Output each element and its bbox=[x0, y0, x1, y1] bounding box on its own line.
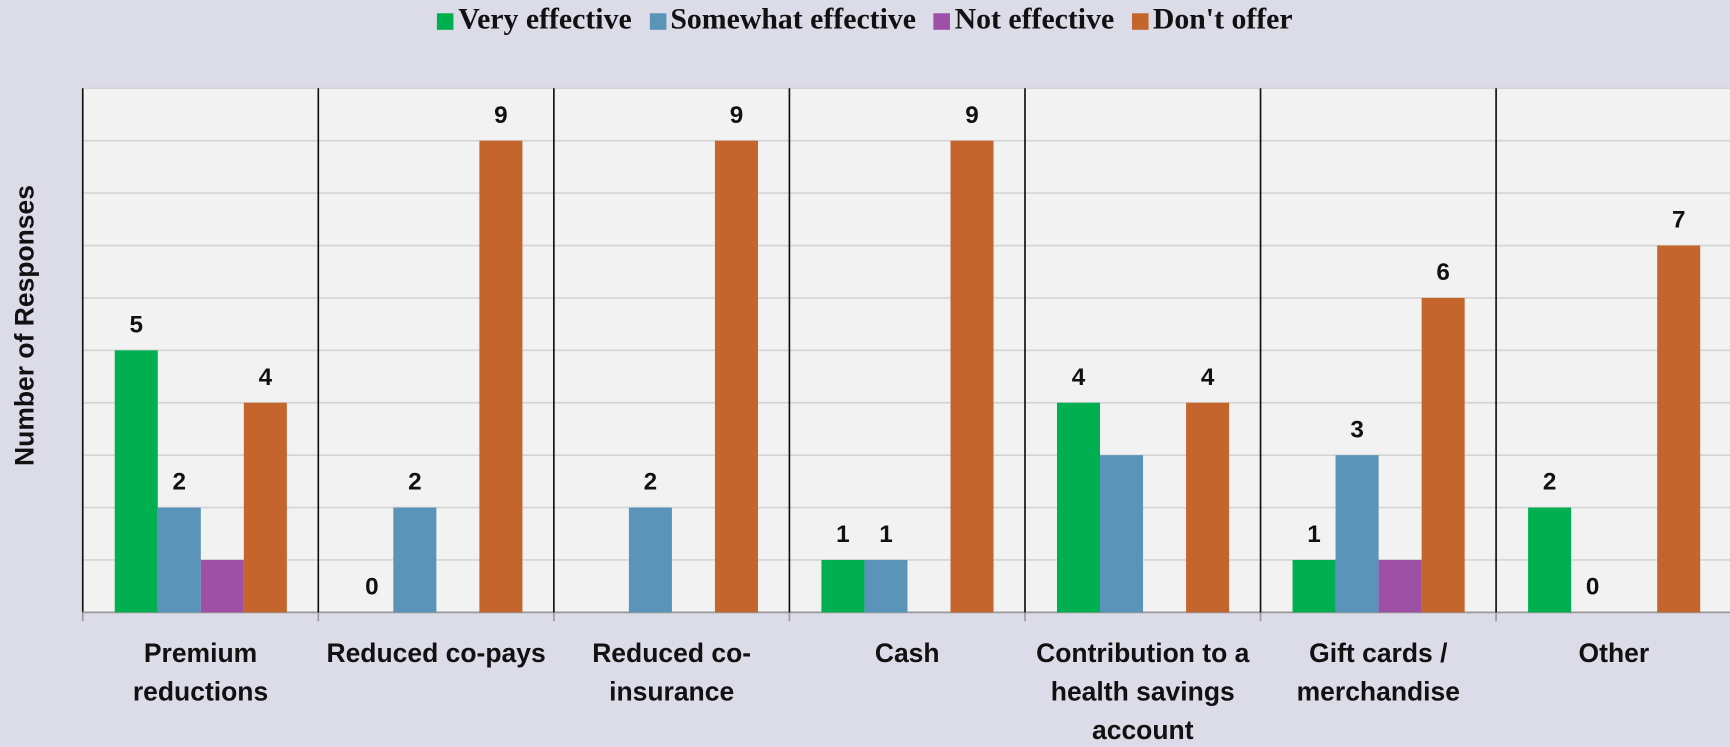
x-tick-label-box: Other bbox=[1578, 638, 1650, 669]
data-label: 2 bbox=[644, 469, 658, 496]
data-label: 2 bbox=[1543, 469, 1557, 496]
x-tick-label: Premium reductions bbox=[132, 638, 269, 708]
x-tick-label-box: Reduced co-insurance bbox=[592, 638, 752, 708]
x-tick-label-box: Reduced co-pays bbox=[326, 638, 546, 669]
x-tick-label-box: Gift cards / merchandise bbox=[1296, 638, 1460, 708]
bar bbox=[1186, 402, 1230, 613]
bar bbox=[1100, 455, 1144, 613]
bar bbox=[950, 140, 994, 613]
legend-item: Not effective bbox=[933, 2, 1115, 36]
bar bbox=[114, 350, 158, 613]
data-label: 0 bbox=[365, 574, 379, 601]
bar bbox=[200, 559, 244, 613]
bar bbox=[1292, 559, 1336, 613]
x-tick-label-box: Cash bbox=[874, 638, 940, 669]
legend-swatch bbox=[437, 13, 454, 31]
bar bbox=[1056, 402, 1101, 613]
data-label: 3 bbox=[1350, 416, 1364, 443]
bar bbox=[479, 140, 523, 613]
data-label: 9 bbox=[730, 102, 744, 129]
legend-item: Don't offer bbox=[1131, 2, 1293, 36]
y-axis-label: Number of Responses bbox=[9, 185, 39, 466]
data-label: 2 bbox=[408, 469, 422, 496]
bar bbox=[1378, 559, 1422, 613]
bar bbox=[821, 559, 865, 613]
x-tick-label: Reduced co-insurance bbox=[592, 638, 752, 708]
x-tick-label: Other bbox=[1578, 638, 1650, 669]
x-tick-label: Gift cards / merchandise bbox=[1296, 638, 1460, 708]
legend-swatch bbox=[1131, 13, 1149, 31]
data-label: 9 bbox=[494, 102, 508, 129]
legend-item: Somewhat effective bbox=[649, 2, 916, 36]
data-label: 4 bbox=[1201, 364, 1215, 391]
bar bbox=[714, 140, 758, 613]
legend-label: Very effective bbox=[458, 2, 632, 36]
data-label: 4 bbox=[259, 364, 273, 391]
legend-box: Very effective Somewhat effective Not effe… bbox=[0, 2, 1730, 36]
x-tick-label: Contribution to a health savings account bbox=[1036, 638, 1250, 746]
legend: Very effective Somewhat effective Not effe… bbox=[0, 2, 1730, 36]
x-tick-label-box: Premium reductions bbox=[132, 638, 269, 708]
bar bbox=[243, 402, 287, 613]
data-label: 0 bbox=[1586, 574, 1600, 601]
bar bbox=[1335, 455, 1379, 613]
data-label: 1 bbox=[879, 521, 893, 548]
legend-swatch bbox=[933, 13, 951, 31]
bar bbox=[393, 507, 437, 613]
legend-label: Somewhat effective bbox=[670, 2, 916, 36]
x-tick-label-box: Contribution to a health savings account bbox=[1036, 638, 1250, 746]
data-label: 5 bbox=[130, 311, 144, 338]
bar bbox=[628, 507, 672, 613]
legend-label: Not effective bbox=[954, 2, 1115, 36]
data-label: 7 bbox=[1672, 207, 1686, 234]
data-label: 1 bbox=[1307, 521, 1321, 548]
legend-label: Don't offer bbox=[1152, 2, 1293, 36]
bar bbox=[1657, 245, 1701, 613]
bar bbox=[1528, 507, 1572, 613]
data-label: 2 bbox=[173, 469, 187, 496]
data-label: 6 bbox=[1436, 259, 1450, 286]
bar bbox=[864, 559, 908, 613]
bar bbox=[157, 507, 201, 613]
data-label: 1 bbox=[836, 521, 850, 548]
bar bbox=[1421, 297, 1465, 613]
x-tick-label: Reduced co-pays bbox=[326, 638, 546, 669]
legend-item: Very effective bbox=[437, 2, 632, 36]
data-label: 9 bbox=[965, 102, 979, 129]
data-label: 4 bbox=[1072, 364, 1086, 391]
x-tick-label: Cash bbox=[874, 638, 940, 669]
legend-swatch bbox=[649, 13, 666, 31]
